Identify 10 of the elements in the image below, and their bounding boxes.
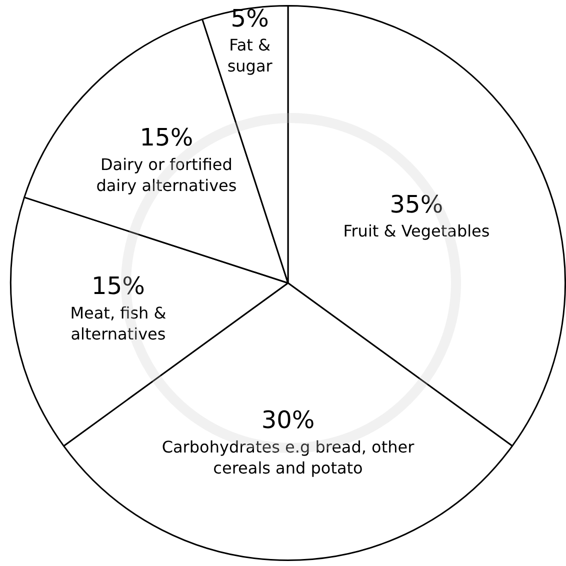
slice-label: Fruit & Vegetables — [343, 222, 490, 241]
data-label: 5% — [230, 4, 269, 32]
data-label: 30% — [261, 406, 315, 434]
slice-label: Dairy or fortified dairy alternatives — [96, 155, 237, 196]
data-label: 15% — [92, 272, 145, 300]
data-label: 15% — [140, 124, 194, 152]
slice-label: Fat & sugar — [227, 36, 273, 76]
slice-label: Meat, fish & alternatives — [70, 304, 166, 344]
data-label: 35% — [390, 190, 444, 218]
slice-label: Carbohydrates e.g bread, other cereals and potato — [162, 437, 415, 478]
